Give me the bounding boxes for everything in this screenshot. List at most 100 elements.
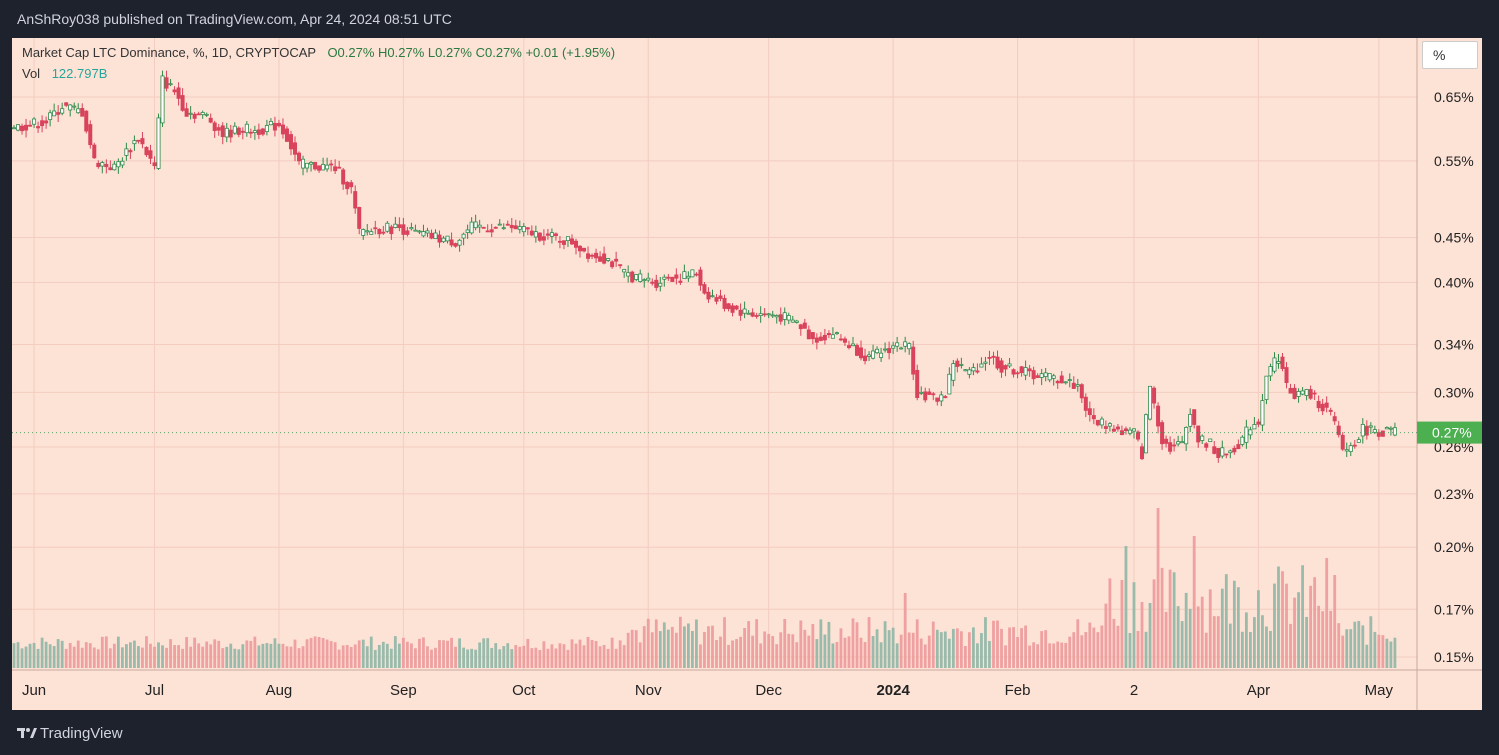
candle-body bbox=[774, 315, 779, 318]
candle-body bbox=[634, 274, 639, 280]
price-chart[interactable]: 0.65%0.55%0.45%0.40%0.34%0.30%0.26%0.23%… bbox=[12, 38, 1482, 710]
volume-bar bbox=[775, 644, 779, 668]
candle-body bbox=[104, 163, 109, 168]
volume-bar bbox=[863, 642, 867, 668]
candle-body bbox=[614, 258, 619, 262]
candle-body bbox=[975, 370, 980, 373]
candle-body bbox=[1095, 419, 1100, 426]
candle-body bbox=[750, 312, 755, 317]
candle-body bbox=[1344, 449, 1349, 452]
volume-bar bbox=[125, 644, 128, 668]
volume-bar bbox=[614, 648, 618, 668]
volume-bar bbox=[1048, 643, 1052, 668]
volume-bar bbox=[630, 629, 634, 668]
volume-bar bbox=[1269, 630, 1272, 668]
candle-body bbox=[1368, 425, 1373, 428]
candle-body bbox=[397, 224, 402, 229]
candle-body bbox=[1348, 445, 1353, 452]
candle-body bbox=[1192, 409, 1197, 425]
volume-bar bbox=[149, 643, 152, 668]
volume-bar bbox=[454, 646, 457, 668]
candle-body bbox=[441, 237, 446, 243]
candle-body bbox=[1003, 365, 1008, 370]
volume-bar bbox=[1024, 625, 1027, 668]
volume-bar bbox=[839, 628, 843, 668]
candle-body bbox=[533, 231, 538, 238]
candle-body bbox=[971, 367, 976, 372]
candle-body bbox=[429, 232, 434, 239]
volume-bar bbox=[173, 645, 176, 668]
tradingview-logo-icon bbox=[17, 728, 37, 738]
volume-bar bbox=[349, 646, 353, 668]
volume-bar bbox=[1285, 583, 1288, 668]
candle-body bbox=[1051, 375, 1056, 379]
candle-body bbox=[1087, 408, 1092, 416]
candle-body bbox=[1372, 429, 1377, 433]
candle-body bbox=[682, 271, 687, 280]
candle-body bbox=[987, 356, 992, 359]
candle-body bbox=[224, 127, 229, 138]
volume-bar bbox=[1084, 632, 1088, 668]
volume-bar bbox=[911, 632, 915, 668]
volume-bar bbox=[470, 648, 474, 668]
candle-body bbox=[1308, 389, 1313, 399]
candle-body bbox=[1296, 391, 1301, 397]
candle-body bbox=[730, 305, 735, 313]
candle-body bbox=[618, 264, 623, 267]
candle-body bbox=[806, 329, 811, 340]
volume-bar bbox=[771, 636, 775, 668]
candle-body bbox=[196, 113, 201, 116]
legend-symbol: Market Cap LTC Dominance, %, 1D, CRYPTOC… bbox=[22, 45, 316, 60]
candle-body bbox=[56, 112, 61, 115]
candle-body bbox=[1336, 425, 1341, 436]
volume-bar bbox=[646, 618, 650, 668]
candle-body bbox=[445, 235, 450, 242]
candle-body bbox=[120, 160, 125, 166]
volume-bar bbox=[939, 632, 943, 668]
percent-scale-button[interactable]: % bbox=[1422, 41, 1478, 69]
candle-body bbox=[152, 162, 157, 167]
candle-body bbox=[734, 305, 739, 310]
volume-bar bbox=[578, 639, 582, 668]
volume-bar bbox=[12, 643, 16, 668]
candle-body bbox=[236, 127, 241, 135]
candle-body bbox=[473, 221, 478, 229]
volume-bar bbox=[241, 644, 245, 668]
volume-bar bbox=[988, 640, 991, 668]
candle-body bbox=[646, 277, 651, 281]
candle-body bbox=[1011, 369, 1016, 375]
volume-bar bbox=[642, 626, 646, 668]
footer-brand: TradingView bbox=[40, 725, 123, 742]
volume-bar bbox=[137, 646, 140, 668]
volume-bar bbox=[658, 631, 662, 668]
candle-body bbox=[545, 233, 550, 236]
candle-body bbox=[1007, 363, 1012, 367]
candle-body bbox=[140, 138, 145, 145]
volume-bar bbox=[446, 640, 449, 668]
candle-body bbox=[935, 397, 940, 402]
volume-bar bbox=[823, 634, 827, 668]
candle-body bbox=[553, 233, 558, 237]
candle-body bbox=[453, 243, 458, 247]
candle-body bbox=[883, 348, 888, 351]
volume-bar bbox=[562, 644, 566, 668]
chart-frame[interactable]: 0.65% 0.55% 0.45% 0.40% 0.34% 0.30% 0.26% 0.23%… bbox=[12, 38, 1482, 710]
volume-bar bbox=[1305, 616, 1308, 668]
volume-bar bbox=[44, 641, 48, 668]
candle-body bbox=[513, 225, 518, 230]
candle-body bbox=[927, 391, 932, 395]
volume-bar bbox=[855, 622, 859, 668]
candle-body bbox=[1131, 428, 1136, 432]
volume-bar bbox=[795, 642, 799, 668]
candle-body bbox=[1224, 453, 1229, 456]
volume-bar bbox=[554, 648, 558, 668]
y-tick-label: 0.40% bbox=[1434, 274, 1474, 290]
candle-body bbox=[1115, 426, 1120, 430]
volume-bar bbox=[269, 643, 273, 668]
candle-body bbox=[64, 102, 69, 106]
volume-bar bbox=[1168, 569, 1172, 668]
candle-body bbox=[52, 110, 57, 117]
candle-body bbox=[124, 148, 129, 156]
volume-bar bbox=[1377, 634, 1381, 668]
candle-body bbox=[915, 370, 920, 399]
